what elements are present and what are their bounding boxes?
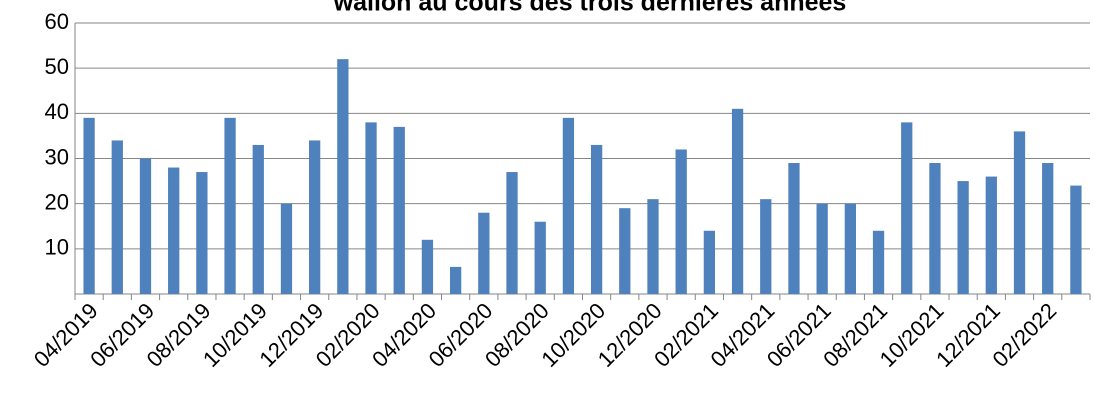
bar [224,117,236,294]
bar [421,239,434,294]
bar [506,172,518,294]
bar [872,230,885,294]
bar [816,203,828,294]
bar [534,221,546,294]
bar [478,212,490,294]
bar [731,108,744,294]
y-tick-label: 40 [45,99,69,124]
bar [929,163,941,294]
bar [83,117,95,294]
bar [196,172,208,294]
bar [111,140,123,294]
bar [1042,163,1054,294]
x-tick-label: 02/2022 [987,298,1061,372]
bar [449,266,462,294]
bar [562,117,575,294]
y-tick-label: 30 [45,144,69,169]
bar [337,59,349,295]
y-tick-label: 10 [45,235,69,260]
bar [365,122,377,294]
bar [619,208,631,294]
bar [252,144,264,294]
bar [675,149,687,294]
bar [760,199,772,294]
chart-title: wallon au cours des trois dernières anné… [333,0,847,17]
bar [309,140,321,294]
bar [703,230,716,294]
bar [901,122,913,294]
y-tick-label: 60 [45,9,69,34]
bar [985,176,997,294]
bar [844,203,856,294]
bar [647,199,659,294]
bar [393,126,405,294]
bar [1070,185,1082,294]
bar [280,203,293,294]
y-tick-label: 50 [45,54,69,79]
bar [1013,131,1026,294]
bar [788,163,800,294]
bar [590,144,603,294]
bar [957,181,969,294]
bar [139,158,152,294]
bar [168,167,180,294]
y-tick-label: 20 [45,189,69,214]
